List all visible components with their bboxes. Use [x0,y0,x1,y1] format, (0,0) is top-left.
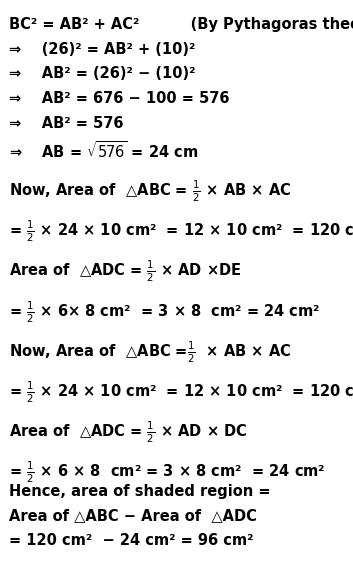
Text: = $\frac{1}{2}$ × 6 × 8  cm² = 3 × 8 cm²  = 24 cm²: = $\frac{1}{2}$ × 6 × 8 cm² = 3 × 8 cm² … [9,459,325,484]
Text: = $\frac{1}{2}$ × 24 × 10 cm²  = 12 × 10 cm²  = 120 cm²·: = $\frac{1}{2}$ × 24 × 10 cm² = 12 × 10 … [9,219,353,244]
Text: = 120 cm²  − 24 cm² = 96 cm²: = 120 cm² − 24 cm² = 96 cm² [9,533,253,548]
Text: Now, Area of  △ABC =$\frac{1}{2}$  × AB × AC: Now, Area of △ABC =$\frac{1}{2}$ × AB × … [9,339,291,364]
Text: ⇒    AB² = (26)² − (10)²: ⇒ AB² = (26)² − (10)² [9,66,195,81]
Text: ⇒    (26)² = AB² + (10)²: ⇒ (26)² = AB² + (10)² [9,42,195,57]
Text: = $\frac{1}{2}$ × 6× 8 cm²  = 3 × 8  cm² = 24 cm²: = $\frac{1}{2}$ × 6× 8 cm² = 3 × 8 cm² =… [9,299,320,324]
Text: Area of △ABC − Area of  △ADC: Area of △ABC − Area of △ADC [9,509,257,523]
Text: Hence, area of shaded region =: Hence, area of shaded region = [9,484,270,499]
Text: Area of  △ADC = $\frac{1}{2}$ × AD ×DE: Area of △ADC = $\frac{1}{2}$ × AD ×DE [9,259,241,284]
Text: Area of  △ADC = $\frac{1}{2}$ × AD × DC: Area of △ADC = $\frac{1}{2}$ × AD × DC [9,419,247,444]
Text: ⇒    AB = $\sqrt{576}$ = 24 cm: ⇒ AB = $\sqrt{576}$ = 24 cm [9,140,198,161]
Text: = $\frac{1}{2}$ × 24 × 10 cm²  = 12 × 10 cm²  = 120 cm²: = $\frac{1}{2}$ × 24 × 10 cm² = 12 × 10 … [9,379,353,404]
Text: Now, Area of  △ABC = $\frac{1}{2}$ × AB × AC: Now, Area of △ABC = $\frac{1}{2}$ × AB ×… [9,179,291,204]
Text: BC² = AB² + AC²          (By Pythagoras theorem): BC² = AB² + AC² (By Pythagoras theorem) [9,17,353,32]
Text: ⇒    AB² = 576: ⇒ AB² = 576 [9,116,123,130]
Text: ⇒    AB² = 676 − 100 = 576: ⇒ AB² = 676 − 100 = 576 [9,91,229,106]
